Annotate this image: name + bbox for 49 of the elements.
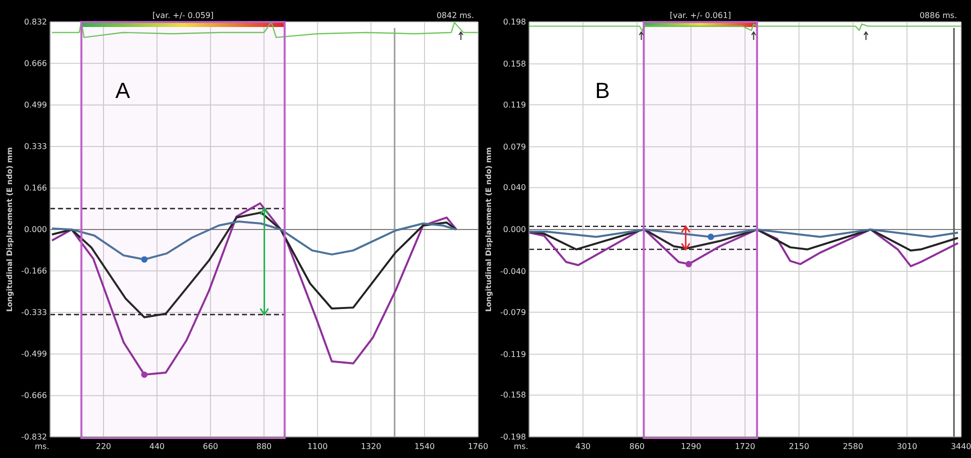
y-tick-label: -0.832 (21, 432, 47, 442)
x-tick-label: 1760 (468, 442, 488, 451)
text: 0842 ms. (436, 11, 474, 20)
x-axis-title: ms. (34, 442, 50, 451)
line-series (50, 212, 458, 318)
x-tick-label: 440 (149, 442, 165, 451)
y-tick-label: 0.832 (24, 18, 47, 27)
x-tick-label: 220 (96, 442, 112, 451)
x-tick-label: 1320 (360, 442, 382, 451)
y-tick-label: 0.198 (503, 18, 526, 27)
text: 0886 ms. (920, 11, 957, 20)
y-tick-label: -0.079 (500, 308, 526, 317)
x-tick-label: 860 (629, 442, 645, 451)
y-tick-label: 0.166 (24, 184, 47, 193)
y-tick-label: 0.079 (503, 142, 526, 152)
text: A (115, 78, 130, 103)
line-series (528, 228, 959, 252)
y-tick-label: 0.000 (503, 225, 526, 234)
y-tick-label: -0.499 (21, 350, 47, 359)
y-tick-label: 0.158 (503, 59, 526, 68)
text: [var. +/- 0.061] (670, 11, 732, 20)
y-tick-label: -0.333 (21, 308, 47, 318)
x-tick-label: 3010 (896, 442, 918, 451)
y-tick-label: 0.119 (503, 100, 526, 110)
x-tick-label: 1290 (680, 442, 702, 451)
y-tick-label: -0.666 (21, 391, 47, 400)
y-tick-label: -0.119 (500, 350, 526, 359)
x-tick-label: 1100 (307, 442, 328, 451)
y-tick-label: 0.333 (24, 142, 47, 152)
y-tick-label: 0.000 (24, 225, 47, 234)
x-tick-label: 880 (256, 442, 272, 451)
y-tick-label: 0.499 (24, 100, 47, 110)
line-series (528, 228, 959, 268)
y-tick-label: -0.040 (500, 266, 526, 276)
x-tick-label: 660 (202, 442, 218, 451)
y-tick-label: -0.158 (500, 390, 526, 400)
x-axis-title: ms. (514, 442, 528, 451)
text: B (595, 78, 610, 103)
y-tick-label: -0.166 (21, 266, 47, 276)
x-tick-label: 3440 (950, 442, 971, 451)
x-tick-label: 2580 (842, 442, 864, 451)
x-tick-label: 1540 (414, 442, 435, 451)
x-tick-label: 1720 (734, 442, 756, 451)
y-tick-label: 0.040 (503, 183, 526, 192)
text: [var. +/- 0.059] (152, 11, 214, 20)
y-tick-label: -0.198 (500, 432, 526, 442)
y-tick-label: 0.666 (24, 58, 47, 68)
x-tick-label: 430 (575, 442, 591, 451)
x-tick-label: 2150 (788, 442, 810, 451)
